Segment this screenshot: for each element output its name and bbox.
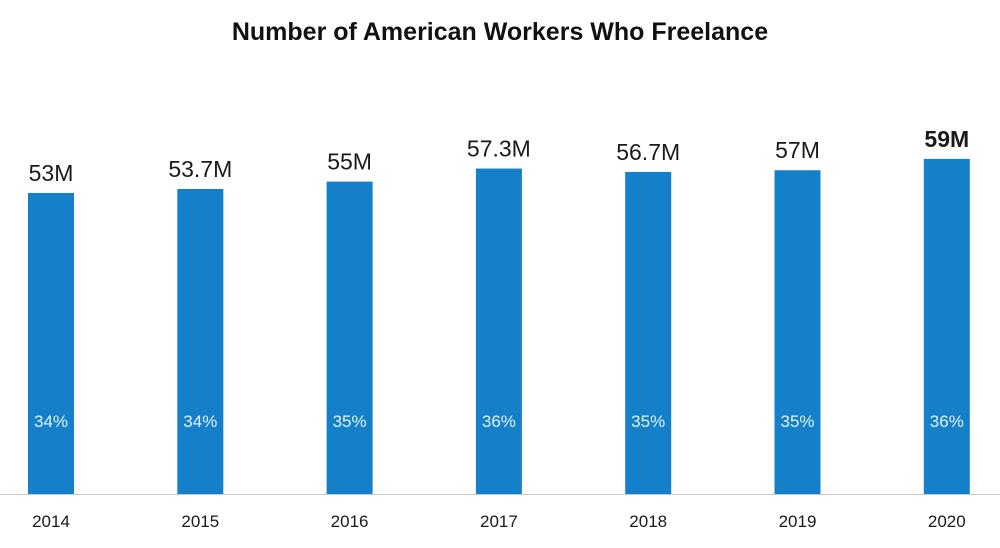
bar-2017 [475,168,522,494]
x-tick-label-2017: 2017 [480,512,518,531]
bar-2016 [326,181,373,494]
value-label-2015: 53.7M [168,156,232,182]
value-label-2019: 57M [775,137,820,163]
percent-label-2020: 36% [930,412,964,431]
percent-label-2017: 36% [482,412,516,431]
bar-2015 [177,188,224,494]
percent-label-2016: 35% [333,412,367,431]
percent-label-2018: 35% [631,412,665,431]
x-tick-label-2020: 2020 [928,512,966,531]
bar-2019 [774,170,821,495]
x-tick-label-2014: 2014 [32,512,70,531]
value-label-2018: 56.7M [616,139,680,165]
value-label-2020: 59M [924,126,969,152]
x-tick-label-2015: 2015 [181,512,219,531]
value-label-2017: 57.3M [467,136,531,162]
x-tick-label-2019: 2019 [779,512,817,531]
x-tick-label-2016: 2016 [331,512,369,531]
percent-label-2019: 35% [780,412,814,431]
bar-2018 [625,171,672,494]
bar-2014 [28,192,74,494]
chart-title: Number of American Workers Who Freelance [231,18,769,46]
percent-label-2015: 34% [183,412,217,431]
percent-label-2014: 34% [34,412,68,431]
x-tick-label-2018: 2018 [629,512,667,531]
value-label-2016: 55M [327,149,372,175]
bar-2020 [923,158,970,494]
value-label-2014: 53M [29,160,74,186]
